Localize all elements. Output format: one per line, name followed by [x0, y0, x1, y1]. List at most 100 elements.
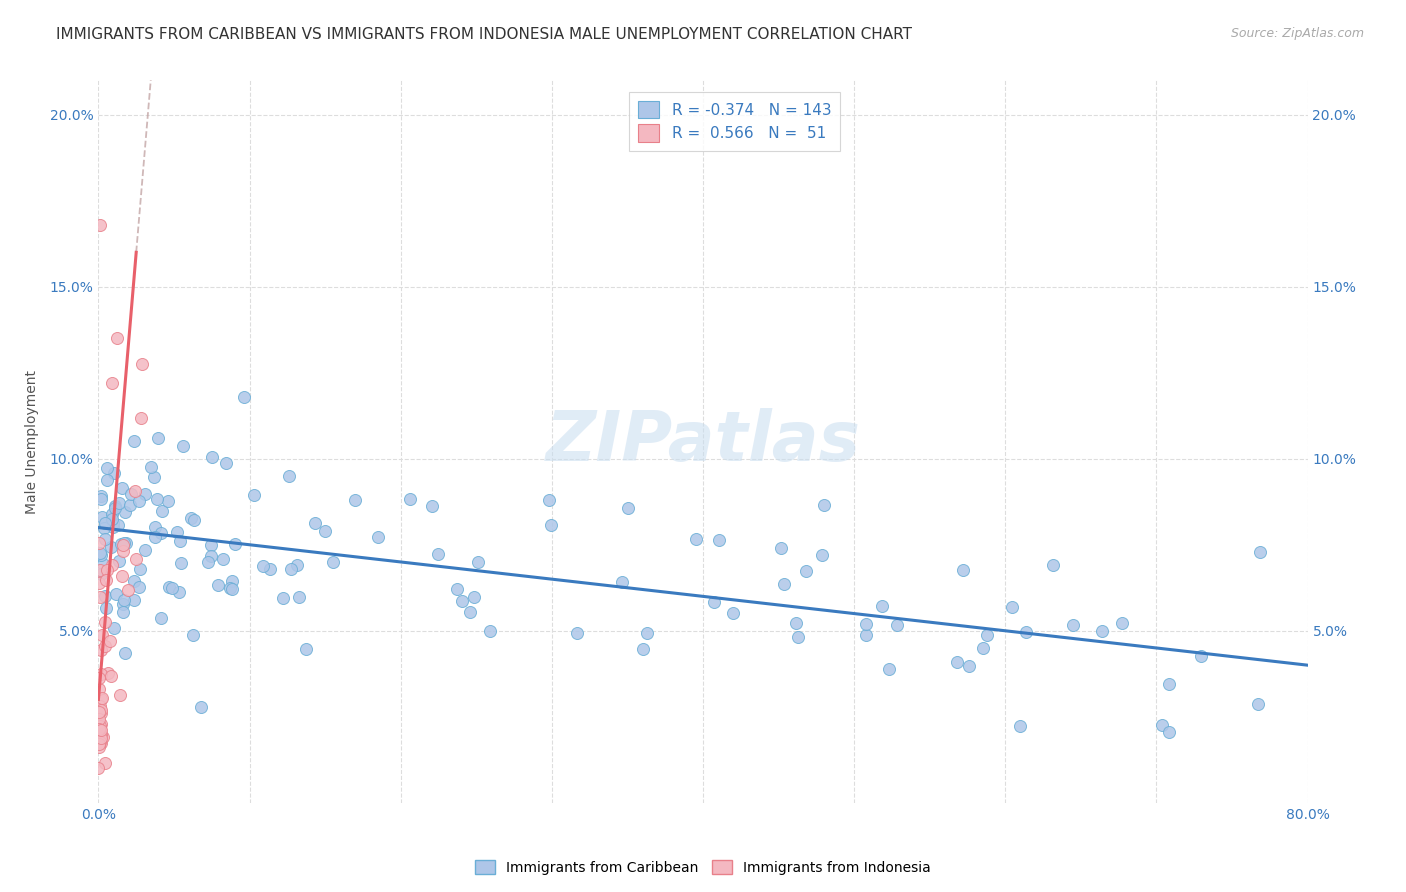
Point: [105, 331, 128, 345]
Point: [1015, 625, 1038, 640]
Point: [1159, 724, 1181, 739]
Point: [94, 590, 117, 604]
Point: [304, 516, 326, 530]
Point: [134, 543, 156, 558]
Point: [972, 640, 994, 655]
Point: [156, 493, 179, 508]
Text: ZIPatlas: ZIPatlas: [546, 408, 860, 475]
Point: [612, 575, 634, 590]
Point: [1249, 545, 1271, 559]
Point: [872, 599, 894, 613]
Point: [721, 606, 744, 620]
Point: [278, 469, 301, 483]
Point: [90, 703, 112, 717]
Point: [180, 510, 202, 524]
Point: [89, 739, 111, 754]
Point: [111, 569, 134, 583]
Point: [1091, 624, 1114, 639]
Point: [146, 432, 169, 446]
Legend: Immigrants from Caribbean, Immigrants from Indonesia: Immigrants from Caribbean, Immigrants fr…: [470, 855, 936, 880]
Point: [128, 580, 150, 594]
Point: [1000, 600, 1022, 615]
Point: [636, 626, 658, 640]
Point: [96, 474, 118, 488]
Point: [112, 538, 135, 552]
Point: [420, 500, 443, 514]
Point: [224, 536, 246, 550]
Point: [96, 563, 118, 577]
Point: [1111, 616, 1133, 631]
Point: [259, 562, 281, 576]
Point: [93, 532, 115, 546]
Point: [855, 617, 877, 632]
Point: [794, 564, 817, 578]
Point: [886, 618, 908, 632]
Point: [181, 628, 204, 642]
Point: [114, 646, 136, 660]
Point: [855, 628, 877, 642]
Point: [322, 555, 344, 569]
Point: [685, 532, 707, 546]
Point: [271, 591, 294, 606]
Point: [451, 593, 474, 607]
Point: [112, 605, 135, 619]
Point: [1247, 697, 1270, 711]
Point: [104, 499, 127, 513]
Point: [1062, 617, 1084, 632]
Point: [108, 688, 131, 702]
Point: [1042, 558, 1064, 572]
Point: [90, 691, 112, 706]
Legend: R = -0.374   N = 143, R =  0.566   N =  51: R = -0.374 N = 143, R = 0.566 N = 51: [628, 92, 841, 152]
Point: [89, 671, 111, 685]
Point: [399, 492, 422, 507]
Point: [631, 642, 654, 657]
Point: [90, 727, 112, 741]
Point: [94, 640, 117, 654]
Point: [946, 655, 969, 669]
Point: [103, 466, 125, 480]
Point: [87, 712, 110, 726]
Point: [295, 641, 318, 656]
Point: [110, 536, 132, 550]
Point: [101, 558, 124, 573]
Point: [183, 513, 205, 527]
Point: [252, 558, 274, 573]
Point: [101, 507, 124, 521]
Point: [87, 722, 110, 736]
Point: [90, 566, 112, 581]
Point: [89, 698, 111, 713]
Point: [280, 562, 302, 576]
Point: [160, 581, 183, 595]
Point: [90, 736, 112, 750]
Point: [146, 492, 169, 507]
Point: [458, 605, 481, 619]
Point: [957, 659, 980, 673]
Point: [98, 633, 121, 648]
Point: [1150, 718, 1173, 732]
Point: [134, 487, 156, 501]
Point: [104, 501, 127, 516]
Point: [87, 761, 110, 775]
Point: [128, 494, 150, 508]
Point: [221, 574, 243, 588]
Point: [90, 667, 112, 681]
Point: [101, 516, 124, 530]
Point: [877, 662, 900, 676]
Point: [90, 723, 112, 737]
Point: [90, 489, 112, 503]
Point: [166, 525, 188, 540]
Point: [89, 718, 111, 732]
Point: [122, 574, 145, 589]
Point: [772, 577, 794, 591]
Point: [172, 439, 194, 453]
Point: [537, 493, 560, 508]
Point: [197, 555, 219, 569]
Point: [479, 624, 502, 638]
Point: [114, 536, 136, 550]
Point: [90, 548, 112, 562]
Point: [103, 621, 125, 635]
Point: [142, 469, 165, 483]
Point: [125, 552, 148, 566]
Point: [467, 556, 489, 570]
Point: [344, 492, 367, 507]
